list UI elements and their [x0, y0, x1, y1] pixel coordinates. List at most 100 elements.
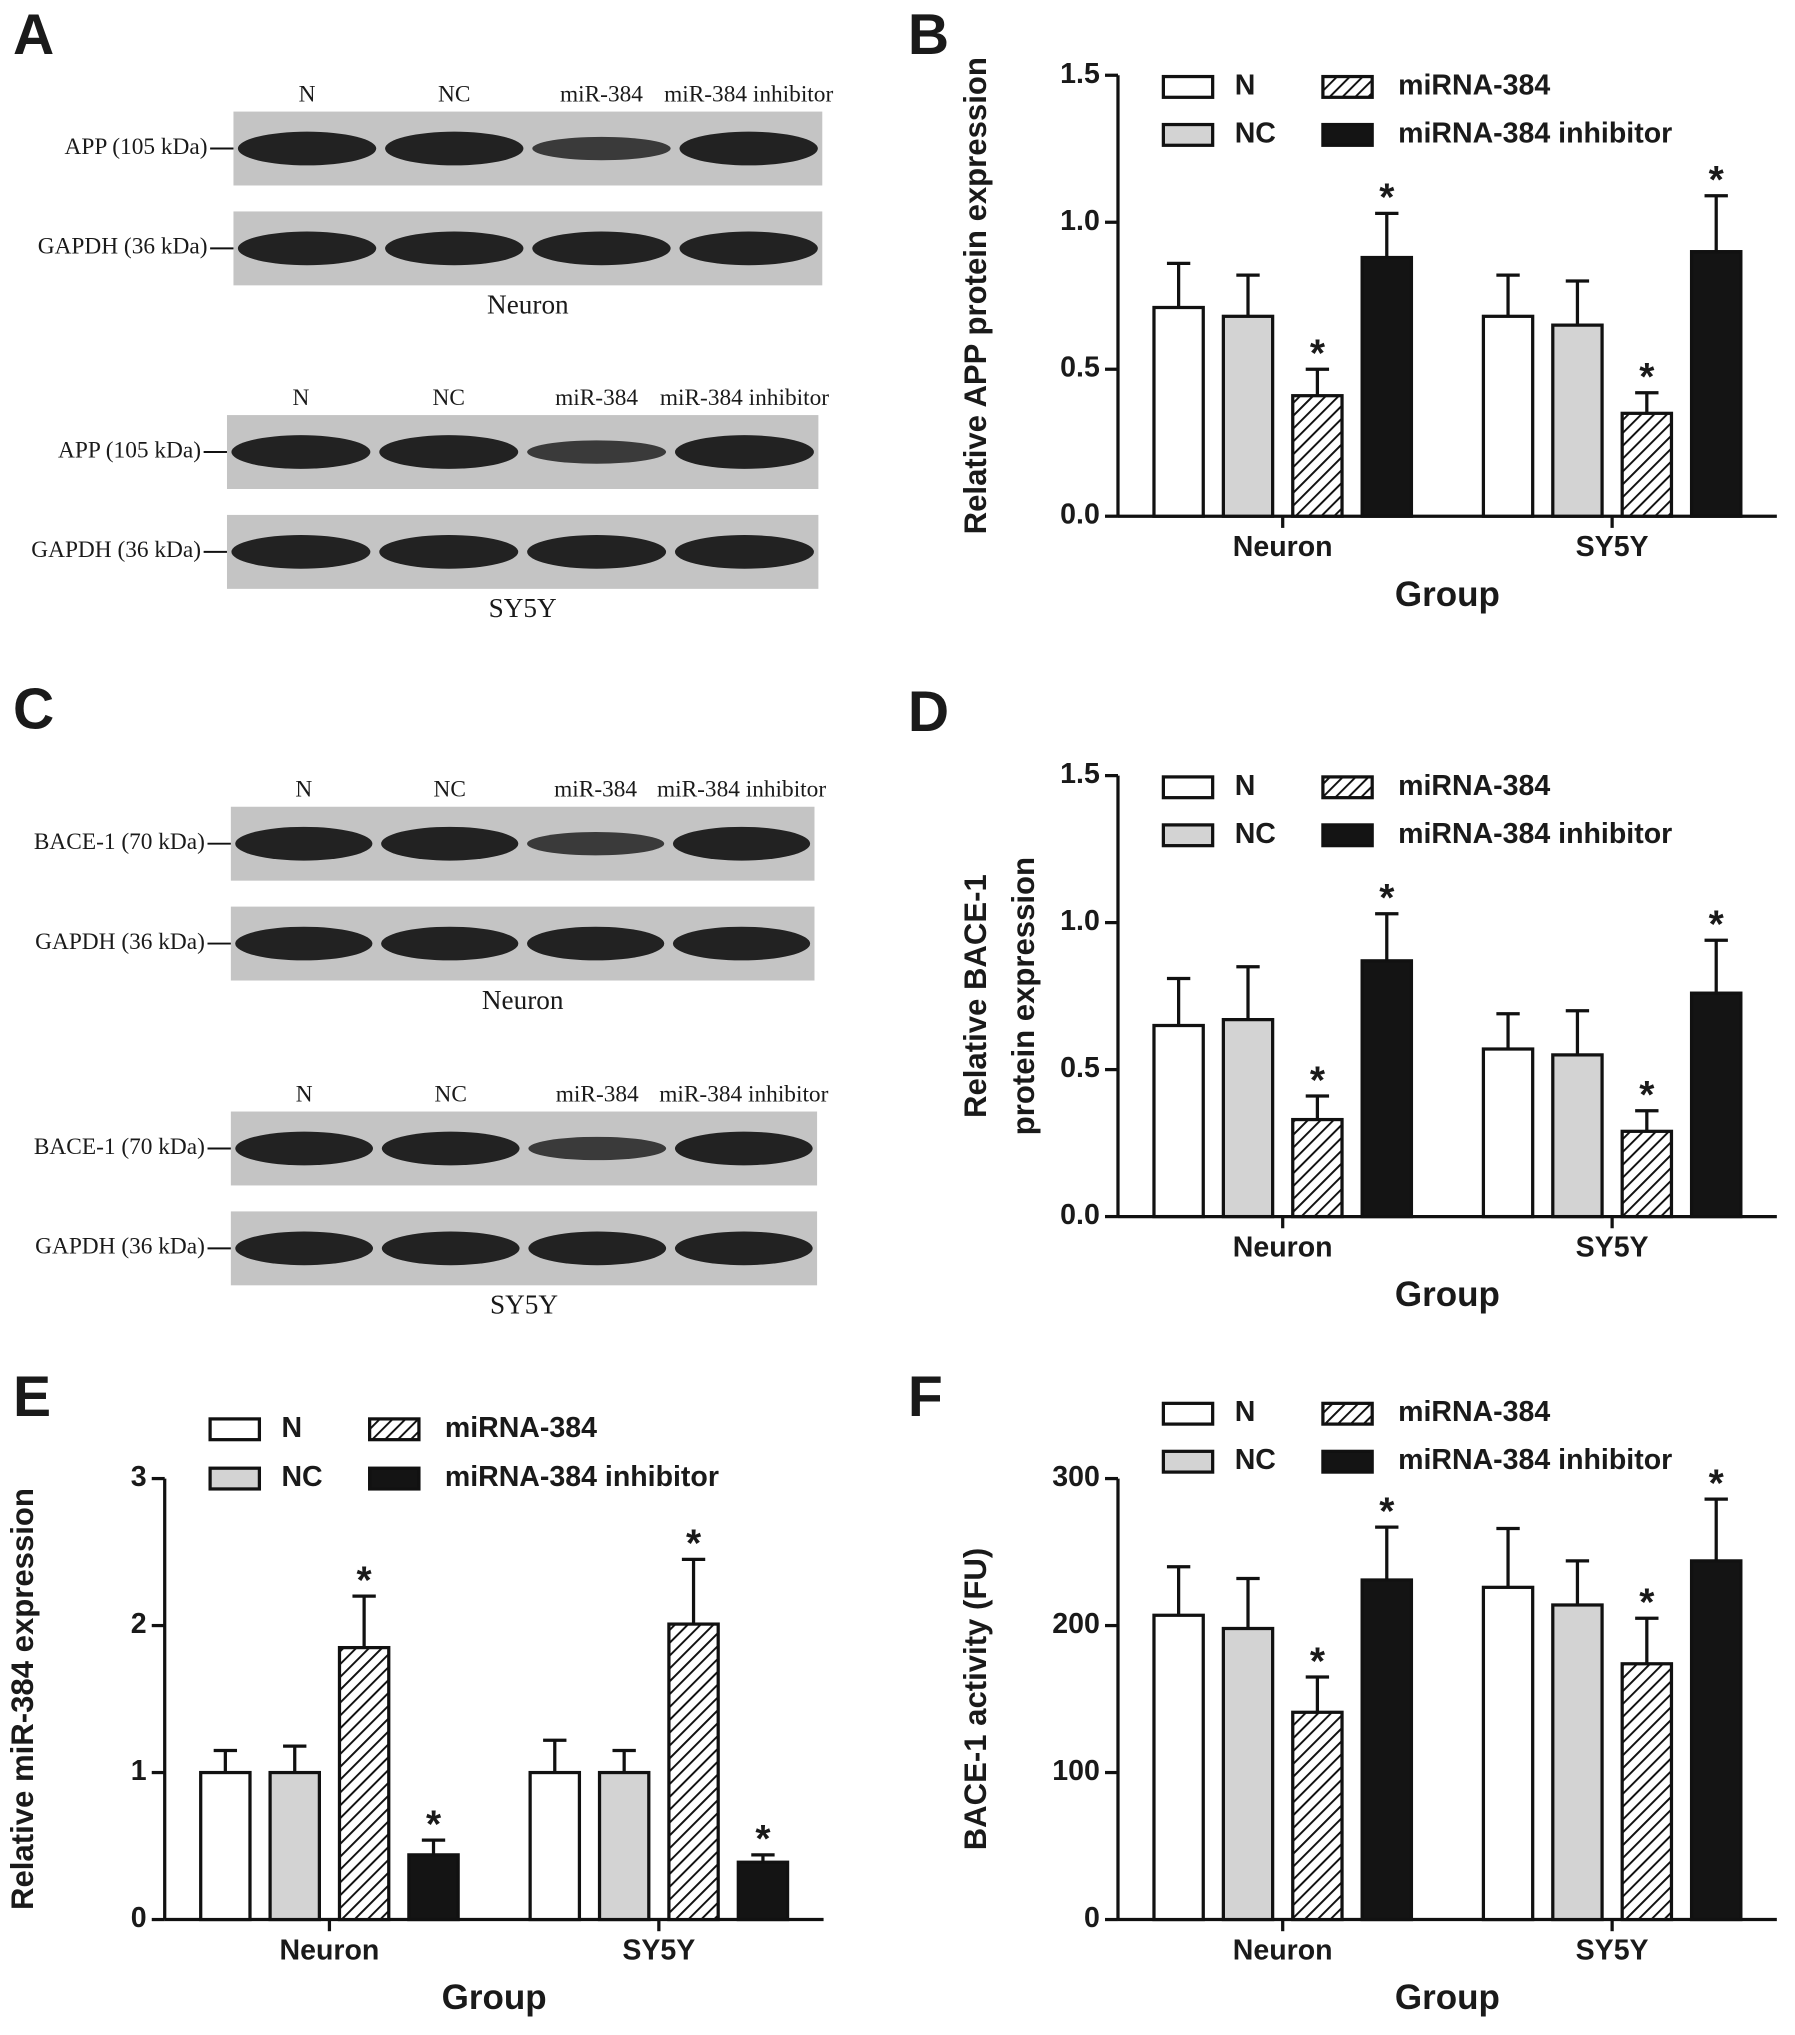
y-tick-label: 1 — [131, 1755, 147, 1787]
blot-band — [528, 1231, 667, 1266]
significance-mark: * — [1310, 1640, 1326, 1683]
legend-label: NC — [281, 1461, 322, 1493]
blot-band — [679, 231, 818, 266]
error-bar — [1166, 976, 1191, 1026]
error-bar — [1565, 279, 1590, 326]
blot-band — [237, 131, 377, 166]
y-tick-label: 0 — [1084, 1902, 1100, 1934]
bar — [597, 1770, 651, 1922]
error-bar — [1496, 1012, 1520, 1050]
panel-label: F — [908, 1365, 943, 1429]
error-bar — [1305, 1675, 1330, 1713]
blot-band — [235, 926, 373, 961]
bar — [1620, 1129, 1674, 1219]
legend-swatch — [1161, 1401, 1215, 1426]
bar — [1360, 255, 1414, 518]
blot-band — [235, 1231, 374, 1266]
blot-band — [237, 231, 377, 266]
bar — [1152, 305, 1205, 518]
lane-label: miR-384 — [556, 1081, 639, 1107]
lane-label: miR-384 — [555, 385, 638, 411]
error-bar — [681, 1557, 706, 1625]
bar — [667, 1622, 720, 1922]
lane-label: NC — [433, 385, 465, 411]
panel-label: D — [908, 680, 949, 744]
significance-mark: * — [1639, 1582, 1655, 1625]
bar — [1481, 1047, 1535, 1219]
bar — [1689, 250, 1743, 518]
bar — [1481, 1585, 1535, 1922]
y-tick-label: 0.5 — [1060, 1052, 1100, 1084]
error-bar — [1375, 1525, 1399, 1580]
blot-caption: Neuron — [487, 290, 569, 320]
row-label: APP (105 kDa) — [65, 134, 208, 160]
bar — [1221, 1626, 1275, 1922]
panel-label: A — [13, 3, 54, 67]
legend-label: N — [281, 1412, 302, 1444]
significance-mark: * — [1310, 1059, 1326, 1102]
panel-label: C — [13, 677, 54, 741]
legend-label: miRNA-384 inhibitor — [1398, 117, 1672, 149]
significance-mark: * — [426, 1803, 442, 1846]
error-bar — [1635, 1616, 1659, 1664]
legend-swatch — [1161, 74, 1215, 99]
legend-swatch — [1321, 1449, 1374, 1474]
legend-label: miRNA-384 — [1398, 69, 1550, 101]
y-tick-label: 0.0 — [1060, 499, 1100, 531]
significance-mark: * — [1709, 1462, 1725, 1505]
error-bar — [283, 1744, 307, 1773]
blot-band — [231, 535, 371, 569]
error-bar — [1704, 194, 1728, 252]
error-bar — [1635, 391, 1659, 414]
lane-label: N — [299, 81, 316, 107]
x-axis-title: Group — [1395, 1978, 1500, 2017]
x-tick-label: Neuron — [1233, 1232, 1333, 1264]
blot-band — [385, 131, 524, 166]
y-tick-label: 3 — [131, 1461, 147, 1493]
bar — [1221, 314, 1275, 518]
significance-mark: * — [755, 1818, 771, 1861]
blot-band — [527, 535, 667, 569]
bar — [1291, 394, 1344, 518]
legend-label: N — [1235, 69, 1256, 101]
row-label: GAPDH (36 kDa) — [35, 929, 205, 955]
legend-swatch — [1161, 122, 1215, 147]
bar — [1689, 1559, 1743, 1922]
blot-band — [381, 926, 519, 961]
row-label: BACE-1 (70 kDa) — [34, 829, 205, 855]
bar — [1620, 411, 1674, 518]
y-tick-label: 200 — [1052, 1608, 1100, 1640]
blot-band — [674, 535, 814, 569]
y-axis-title: protein expression — [1006, 857, 1041, 1135]
bar — [1221, 1017, 1275, 1219]
y-tick-label: 300 — [1052, 1461, 1100, 1493]
blot-band — [532, 231, 671, 266]
row-label: GAPDH (36 kDa) — [35, 1234, 205, 1260]
legend-swatch — [1321, 122, 1374, 147]
blot-caption: SY5Y — [489, 593, 557, 623]
significance-mark: * — [357, 1559, 373, 1602]
x-axis-title: Group — [1395, 575, 1500, 614]
blot-band — [379, 435, 519, 469]
y-tick-label: 0.5 — [1060, 352, 1100, 384]
legend-label: N — [1235, 770, 1256, 802]
panel-label: E — [13, 1365, 51, 1429]
error-bar — [1704, 938, 1728, 994]
significance-mark: * — [1379, 1490, 1395, 1533]
bar — [1360, 1578, 1414, 1922]
row-label: BACE-1 (70 kDa) — [34, 1134, 205, 1160]
x-axis-title: Group — [1395, 1275, 1500, 1314]
significance-mark: * — [1379, 877, 1395, 920]
lane-label: miR-384 inhibitor — [657, 777, 826, 803]
row-label: GAPDH (36 kDa) — [31, 537, 201, 563]
blot-band — [674, 1131, 813, 1166]
y-tick-label: 1.5 — [1060, 58, 1100, 90]
blot-band — [528, 1136, 667, 1161]
error-bar — [612, 1748, 636, 1773]
blot-band — [672, 926, 811, 961]
bar — [1551, 323, 1604, 518]
legend-swatch — [368, 1466, 421, 1491]
legend-swatch — [1321, 1401, 1374, 1426]
legend-swatch — [1321, 74, 1374, 99]
